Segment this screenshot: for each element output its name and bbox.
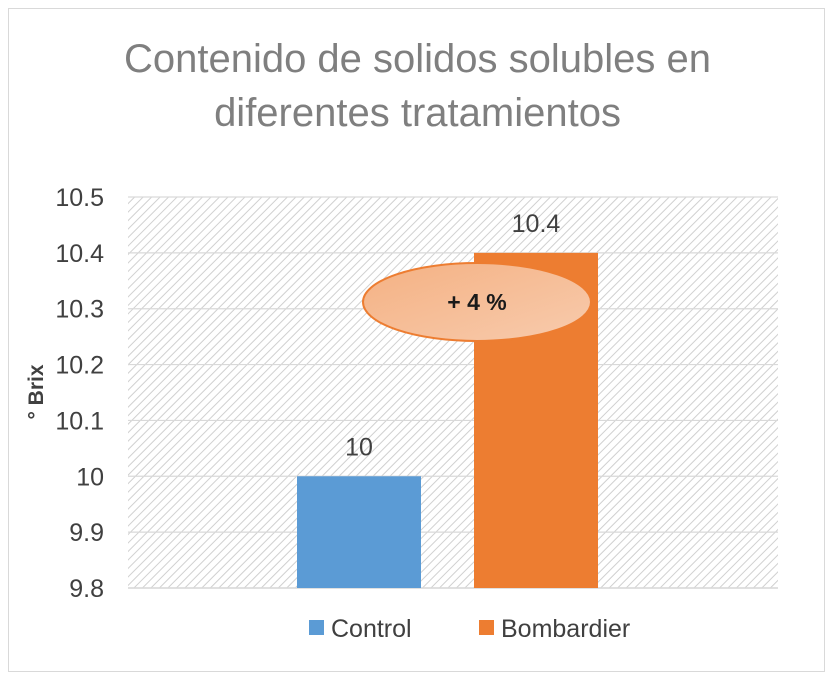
callout-ellipse xyxy=(362,262,592,342)
y-tick-label: 10.3 xyxy=(55,296,104,324)
legend-label-control: Control xyxy=(331,615,412,643)
data-labels: 10 10.4 xyxy=(345,210,560,461)
y-axis-label: ° Brix xyxy=(25,364,48,419)
y-tick-label: 10.2 xyxy=(55,352,104,380)
legend: Control Bombardier xyxy=(309,615,630,643)
y-tick-label: 9.9 xyxy=(69,519,104,547)
bar-control xyxy=(297,476,421,588)
legend-swatch-bombardier xyxy=(479,620,494,635)
chart-title-line-2: diferentes tratamientos xyxy=(214,91,621,135)
callout-text: + 4 % xyxy=(447,289,506,315)
y-tick-label: 9.8 xyxy=(69,575,104,603)
legend-label-bombardier: Bombardier xyxy=(501,615,630,643)
y-tick-label: 10.1 xyxy=(55,407,104,435)
plot-area xyxy=(128,197,778,588)
y-tick-label: 10 xyxy=(76,463,104,491)
data-label-bombardier: 10.4 xyxy=(512,210,561,238)
chart-title: Contenido de solidos solubles en diferen… xyxy=(0,32,835,140)
y-tick-label: 10.5 xyxy=(55,184,104,212)
y-tick-label: 10.4 xyxy=(55,240,104,268)
legend-swatch-control xyxy=(309,620,324,635)
data-label-control: 10 xyxy=(345,433,373,461)
y-axis: 10.5 10.4 10.3 10.2 10.1 10 9.9 9.8 xyxy=(55,184,104,603)
chart-title-line-1: Contenido de solidos solubles en xyxy=(123,37,712,81)
